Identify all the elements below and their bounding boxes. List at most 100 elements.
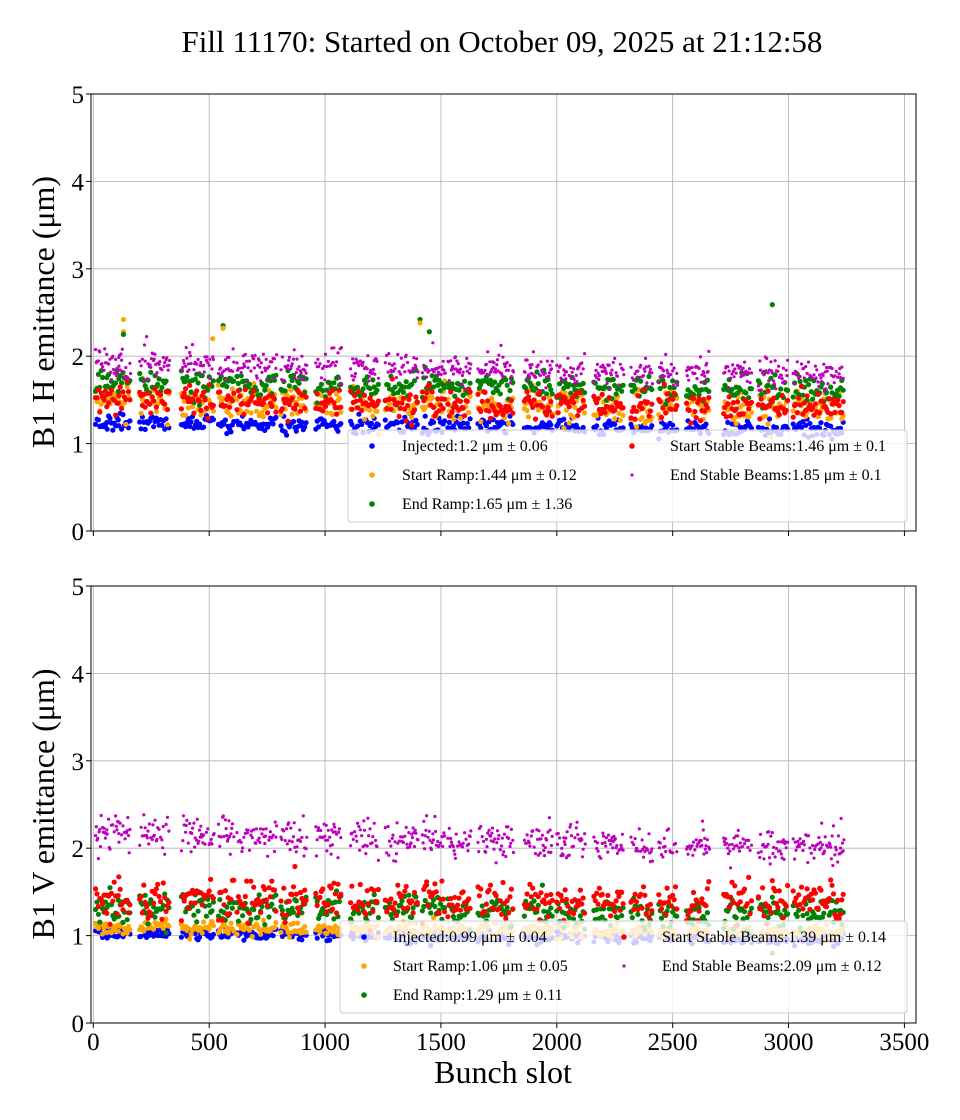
data-point	[540, 833, 545, 837]
data-point	[104, 426, 110, 432]
data-point	[740, 411, 746, 417]
data-point	[545, 838, 549, 842]
data-point	[548, 387, 554, 393]
data-point	[161, 846, 165, 850]
data-point	[808, 846, 812, 850]
data-point	[809, 851, 813, 855]
data-point	[367, 374, 371, 379]
data-point	[555, 410, 561, 416]
data-point	[525, 902, 532, 908]
data-point	[528, 844, 532, 848]
data-point	[542, 848, 546, 853]
data-point	[693, 371, 697, 376]
data-point	[807, 906, 813, 912]
data-point	[218, 366, 223, 370]
data-point	[163, 361, 167, 365]
data-point	[547, 816, 552, 820]
data-point	[594, 400, 600, 406]
data-point	[453, 852, 457, 856]
data-point	[210, 402, 216, 409]
data-point	[331, 418, 337, 425]
data-point	[778, 849, 782, 853]
legend-marker	[629, 443, 635, 449]
y-tick-label: 2	[72, 344, 85, 371]
data-point	[228, 920, 234, 926]
data-point	[275, 353, 279, 357]
data-point	[706, 369, 710, 374]
data-point	[502, 832, 506, 836]
data-point	[494, 409, 501, 415]
data-point	[510, 410, 516, 416]
data-point	[673, 380, 678, 384]
data-point	[202, 363, 206, 367]
data-point	[785, 387, 791, 393]
data-point	[796, 391, 802, 398]
data-point	[594, 890, 600, 896]
data-point	[772, 382, 777, 386]
data-point	[262, 886, 268, 893]
data-point	[97, 409, 103, 415]
data-point	[424, 390, 430, 396]
data-point	[771, 395, 777, 401]
data-point	[703, 421, 709, 427]
data-point	[456, 895, 462, 901]
data-point	[767, 379, 771, 383]
data-point	[500, 412, 506, 418]
data-point	[740, 916, 746, 922]
data-point	[354, 405, 361, 411]
data-point	[290, 372, 297, 378]
data-point	[116, 874, 122, 880]
data-point	[812, 856, 816, 860]
data-point	[141, 928, 147, 934]
data-point	[504, 382, 510, 388]
data-point	[507, 368, 511, 372]
legend-label: Start Ramp:1.44 μm ± 0.12	[402, 467, 577, 484]
data-point	[729, 866, 733, 870]
data-point	[102, 368, 106, 372]
data-point	[724, 837, 728, 841]
data-point	[485, 912, 491, 919]
data-point	[405, 842, 409, 846]
data-point	[278, 412, 284, 418]
data-point	[248, 410, 254, 416]
data-point	[572, 377, 576, 382]
outlier-point	[769, 302, 775, 308]
data-point	[93, 920, 99, 926]
data-point	[440, 896, 446, 902]
data-point	[510, 421, 516, 427]
data-point	[323, 378, 327, 382]
data-point	[758, 396, 764, 402]
data-point	[449, 902, 455, 908]
data-point	[216, 371, 221, 376]
data-point	[326, 359, 330, 363]
data-point	[609, 842, 613, 846]
data-point	[734, 371, 738, 375]
data-point	[184, 374, 190, 380]
data-point	[723, 370, 727, 374]
data-point	[538, 373, 542, 377]
data-point	[246, 828, 250, 832]
data-point	[690, 889, 697, 896]
data-point	[300, 354, 304, 358]
data-point	[614, 371, 618, 375]
data-point	[406, 892, 412, 898]
data-point	[782, 907, 788, 913]
data-point	[582, 403, 588, 409]
data-point	[333, 830, 337, 834]
data-point	[365, 367, 369, 371]
data-point	[572, 404, 578, 410]
data-point	[531, 898, 537, 904]
data-point	[152, 833, 156, 838]
data-point	[335, 932, 341, 938]
data-point	[739, 375, 743, 379]
data-point	[635, 906, 641, 913]
data-point	[828, 423, 834, 429]
data-point	[198, 407, 204, 413]
data-point	[775, 904, 781, 911]
data-point	[492, 847, 496, 851]
data-point	[103, 836, 107, 840]
data-point	[395, 882, 401, 888]
data-point	[741, 366, 745, 370]
data-point	[413, 417, 419, 423]
data-point	[202, 370, 206, 374]
